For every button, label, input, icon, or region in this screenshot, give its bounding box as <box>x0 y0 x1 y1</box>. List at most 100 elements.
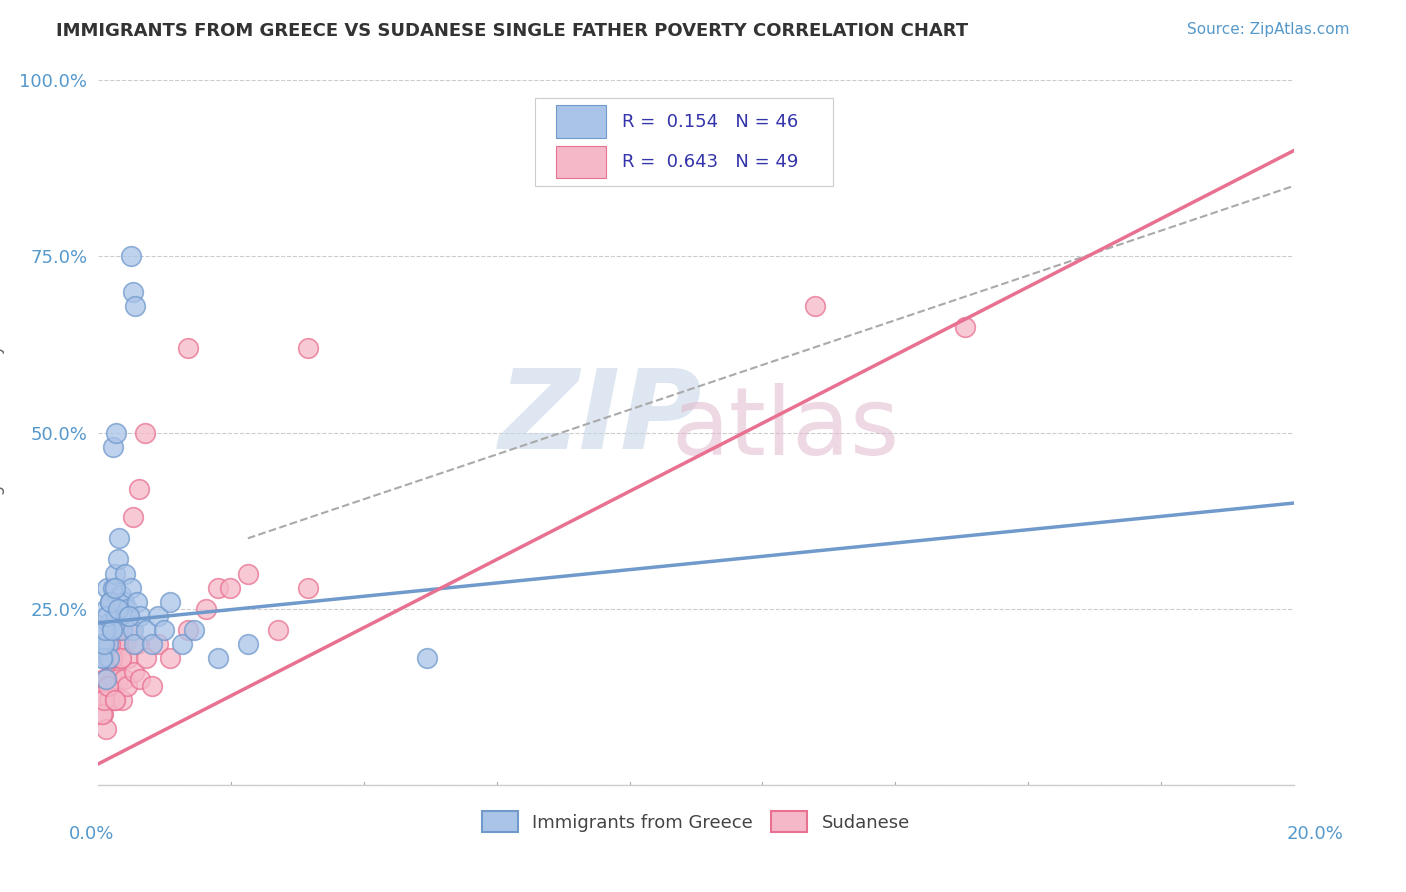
Point <box>103 566 125 581</box>
Point <box>128 482 150 496</box>
Point <box>124 665 146 680</box>
Point <box>103 693 125 707</box>
Point <box>148 637 170 651</box>
Point <box>129 608 152 623</box>
FancyBboxPatch shape <box>534 98 834 186</box>
Point <box>91 707 114 722</box>
FancyBboxPatch shape <box>557 105 606 138</box>
Point <box>96 601 118 615</box>
Point <box>98 693 121 707</box>
Text: 20.0%: 20.0% <box>1286 825 1343 843</box>
Point <box>90 637 112 651</box>
Point <box>110 651 132 665</box>
Point <box>91 651 114 665</box>
Text: R =  0.643   N = 49: R = 0.643 N = 49 <box>621 153 799 171</box>
Point <box>117 651 139 665</box>
Legend: Immigrants from Greece, Sudanese: Immigrants from Greece, Sudanese <box>475 804 917 839</box>
Point <box>96 651 118 665</box>
Point <box>172 637 194 651</box>
Point <box>94 673 117 687</box>
Point <box>110 588 132 602</box>
Point <box>177 623 200 637</box>
Point <box>91 651 114 665</box>
Text: IMMIGRANTS FROM GREECE VS SUDANESE SINGLE FATHER POVERTY CORRELATION CHART: IMMIGRANTS FROM GREECE VS SUDANESE SINGL… <box>56 22 969 40</box>
Point <box>236 566 259 581</box>
Point <box>107 552 129 566</box>
Point <box>134 425 156 440</box>
Point <box>297 581 319 595</box>
Point <box>93 673 115 687</box>
Text: atlas: atlas <box>672 383 900 475</box>
Point <box>124 299 146 313</box>
Point <box>122 285 145 299</box>
Point <box>953 319 976 334</box>
Point <box>107 623 129 637</box>
Text: ZIP: ZIP <box>499 365 702 472</box>
Point <box>93 623 115 637</box>
Point <box>97 615 120 630</box>
Point <box>101 623 124 637</box>
Point <box>103 651 125 665</box>
Point <box>93 637 115 651</box>
Point <box>98 637 121 651</box>
Point <box>94 623 117 637</box>
Point <box>105 608 128 623</box>
Point <box>111 693 134 707</box>
Point <box>159 595 181 609</box>
Point <box>122 623 145 637</box>
Point <box>207 651 229 665</box>
Point <box>112 673 135 687</box>
Point <box>115 601 138 615</box>
Point <box>135 623 157 637</box>
Point <box>115 679 138 693</box>
Point <box>97 637 120 651</box>
Point <box>804 299 827 313</box>
Point <box>107 601 129 615</box>
Point <box>96 608 118 623</box>
Point <box>105 637 128 651</box>
Point <box>98 651 121 665</box>
Point <box>148 608 170 623</box>
Point <box>111 623 134 637</box>
Point <box>98 595 121 609</box>
Point <box>97 679 120 693</box>
Point <box>127 637 149 651</box>
Point <box>110 651 132 665</box>
Point <box>127 595 149 609</box>
Point <box>135 651 157 665</box>
Point <box>153 623 176 637</box>
Point <box>112 595 135 609</box>
Point <box>177 341 200 355</box>
Point <box>120 623 142 637</box>
Y-axis label: Single Father Poverty: Single Father Poverty <box>0 344 6 521</box>
Point <box>100 673 122 687</box>
Text: 0.0%: 0.0% <box>69 825 114 843</box>
Point <box>98 637 122 651</box>
Point <box>195 601 218 615</box>
Point <box>98 595 122 609</box>
Point <box>207 581 229 595</box>
Point <box>416 651 439 665</box>
Point <box>100 623 122 637</box>
Point <box>104 581 127 595</box>
Point <box>94 722 117 736</box>
Point <box>118 608 141 623</box>
Point <box>124 637 146 651</box>
Point <box>114 566 136 581</box>
Point <box>219 581 242 595</box>
Text: R =  0.154   N = 46: R = 0.154 N = 46 <box>621 112 799 131</box>
Point <box>114 637 136 651</box>
Point <box>297 341 319 355</box>
Point <box>129 673 152 687</box>
Point <box>93 693 115 707</box>
Point <box>96 581 118 595</box>
Text: Source: ZipAtlas.com: Source: ZipAtlas.com <box>1187 22 1350 37</box>
Point <box>117 608 139 623</box>
Point <box>91 707 114 722</box>
Point <box>159 651 181 665</box>
Point <box>108 532 131 546</box>
Point <box>122 510 145 524</box>
Point <box>96 651 118 665</box>
Point <box>90 693 112 707</box>
Point <box>141 679 163 693</box>
